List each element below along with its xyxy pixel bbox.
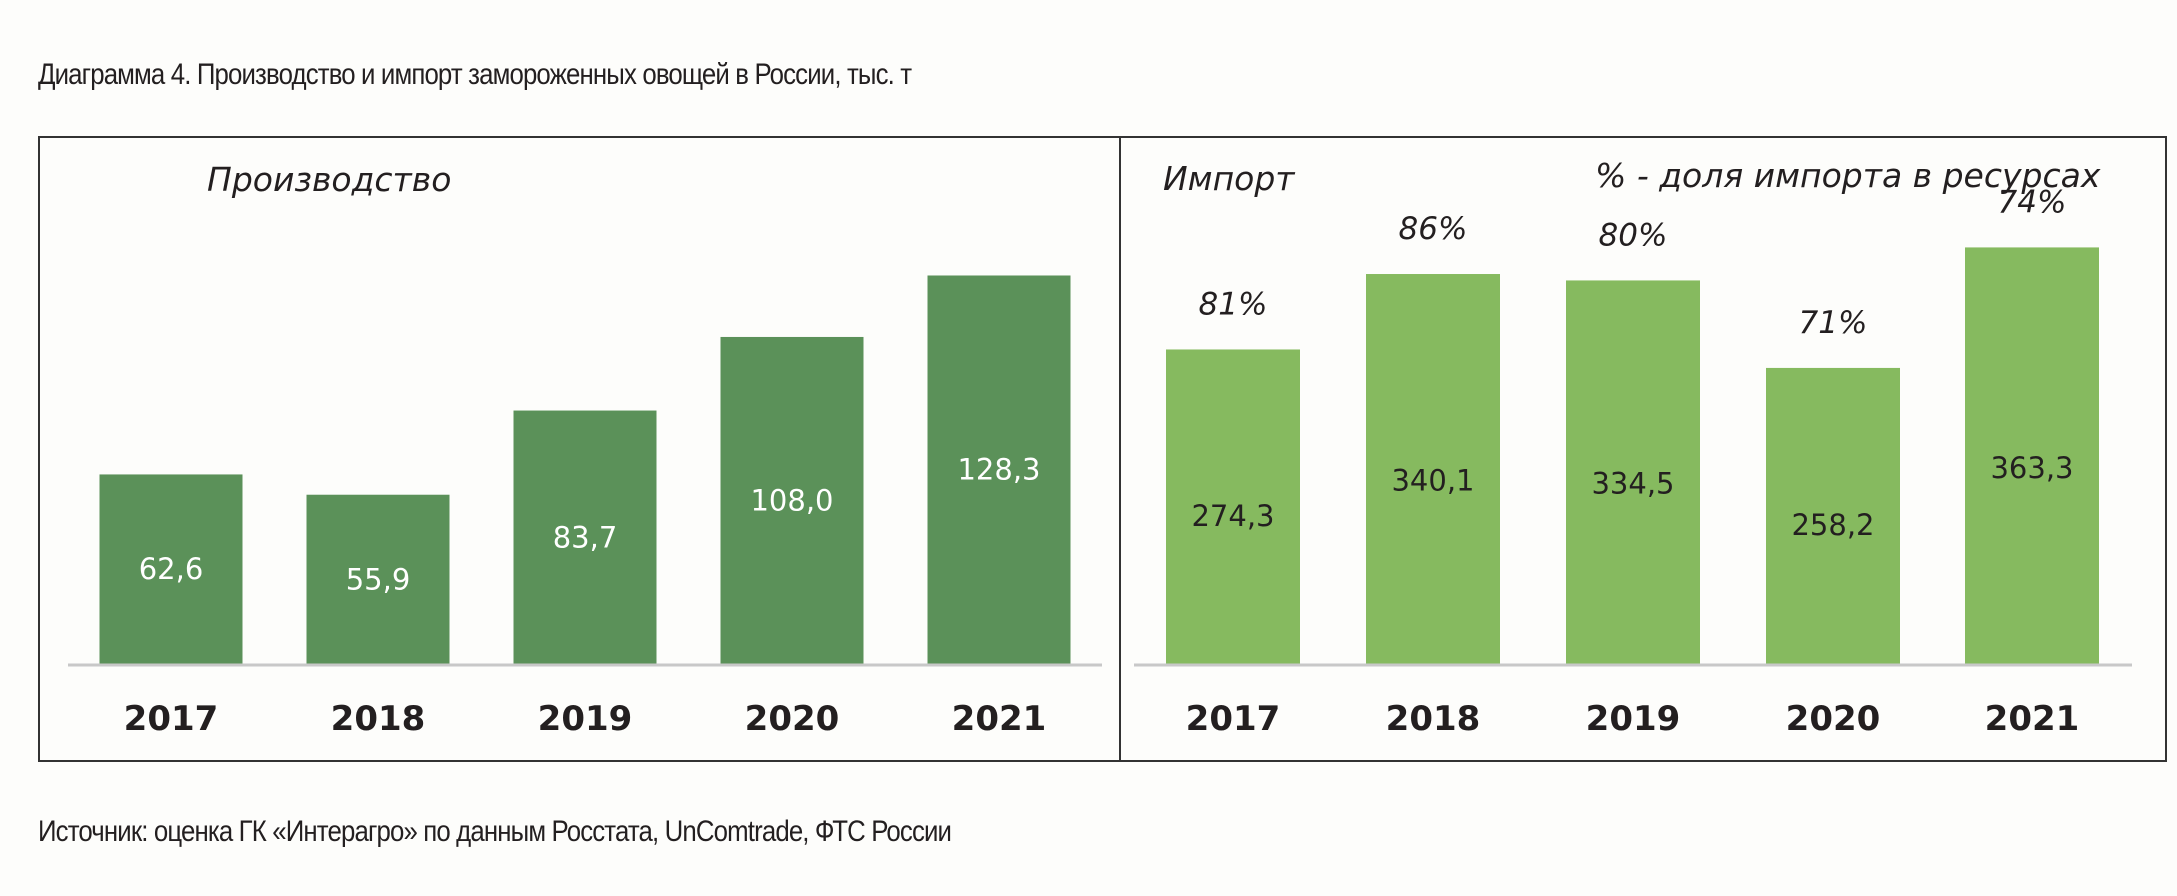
production-value-label: 83,7 [553, 520, 618, 554]
import-bar-2017 [1166, 349, 1300, 664]
import-share-label: 71% [1799, 305, 1868, 341]
import-tick-label: 2019 [1586, 699, 1681, 739]
import-tick-label: 2018 [1386, 699, 1481, 739]
import-value-label: 363,3 [1990, 451, 2073, 485]
import-tick-label: 2017 [1186, 699, 1281, 739]
import-share-label: 81% [1199, 286, 1268, 322]
production-bar-2020 [720, 336, 864, 664]
production-bars: 62,6 55,9 83,7 108,0 128,3 [99, 275, 1071, 664]
production-value-label: 62,6 [139, 552, 204, 586]
import-title: Импорт [1163, 159, 1296, 198]
production-title: Производство [207, 160, 451, 199]
import-x-ticks: 2017 2018 2019 2020 2021 [1186, 699, 2080, 739]
import-bar-2019 [1566, 280, 1700, 664]
import-tick-label: 2020 [1786, 699, 1881, 739]
source-note: Источник: оценка ГК «Интерагро» по данны… [38, 815, 952, 848]
import-value-label: 334,5 [1591, 467, 1674, 501]
charts-frame [38, 136, 2167, 762]
import-value-label: 340,1 [1391, 464, 1474, 498]
production-tick-label: 2019 [538, 699, 633, 739]
production-tick-label: 2021 [952, 699, 1047, 739]
production-tick-label: 2018 [331, 699, 426, 739]
production-value-label: 55,9 [346, 562, 411, 596]
production-bar-2019 [513, 410, 657, 664]
import-share-note: % - доля импорта в ресурсах [1595, 156, 2101, 195]
production-bar-2021 [927, 275, 1071, 664]
import-bar-2021 [1965, 247, 2099, 664]
chart-caption: Диаграмма 4. Производство и импорт замор… [38, 58, 912, 91]
import-bar-2020 [1766, 367, 1900, 664]
import-share-label: 80% [1599, 217, 1668, 253]
import-bars: 274,3 81% 340,1 86% 334,5 80% 258,2 71% 363,3 74% [1166, 184, 2099, 664]
import-value-label: 258,2 [1791, 508, 1874, 542]
import-tick-label: 2021 [1985, 699, 2080, 739]
production-bar-2017 [99, 474, 243, 664]
production-panel: Производство 62,6 55,9 83,7 108,0 128,3 2017… [68, 160, 1102, 739]
import-share-label: 86% [1399, 211, 1468, 247]
production-tick-label: 2020 [745, 699, 840, 739]
import-value-label: 274,3 [1191, 499, 1274, 533]
production-bar-2018 [306, 494, 450, 664]
import-panel: Импорт % - доля импорта в ресурсах 274,3… [1134, 156, 2132, 739]
import-share-label: 74% [1998, 184, 2067, 220]
production-tick-label: 2017 [124, 699, 219, 739]
import-bar-2018 [1366, 274, 1500, 664]
production-value-label: 128,3 [957, 453, 1040, 487]
production-x-ticks: 2017 2018 2019 2020 2021 [124, 699, 1047, 739]
production-value-label: 108,0 [750, 483, 833, 517]
